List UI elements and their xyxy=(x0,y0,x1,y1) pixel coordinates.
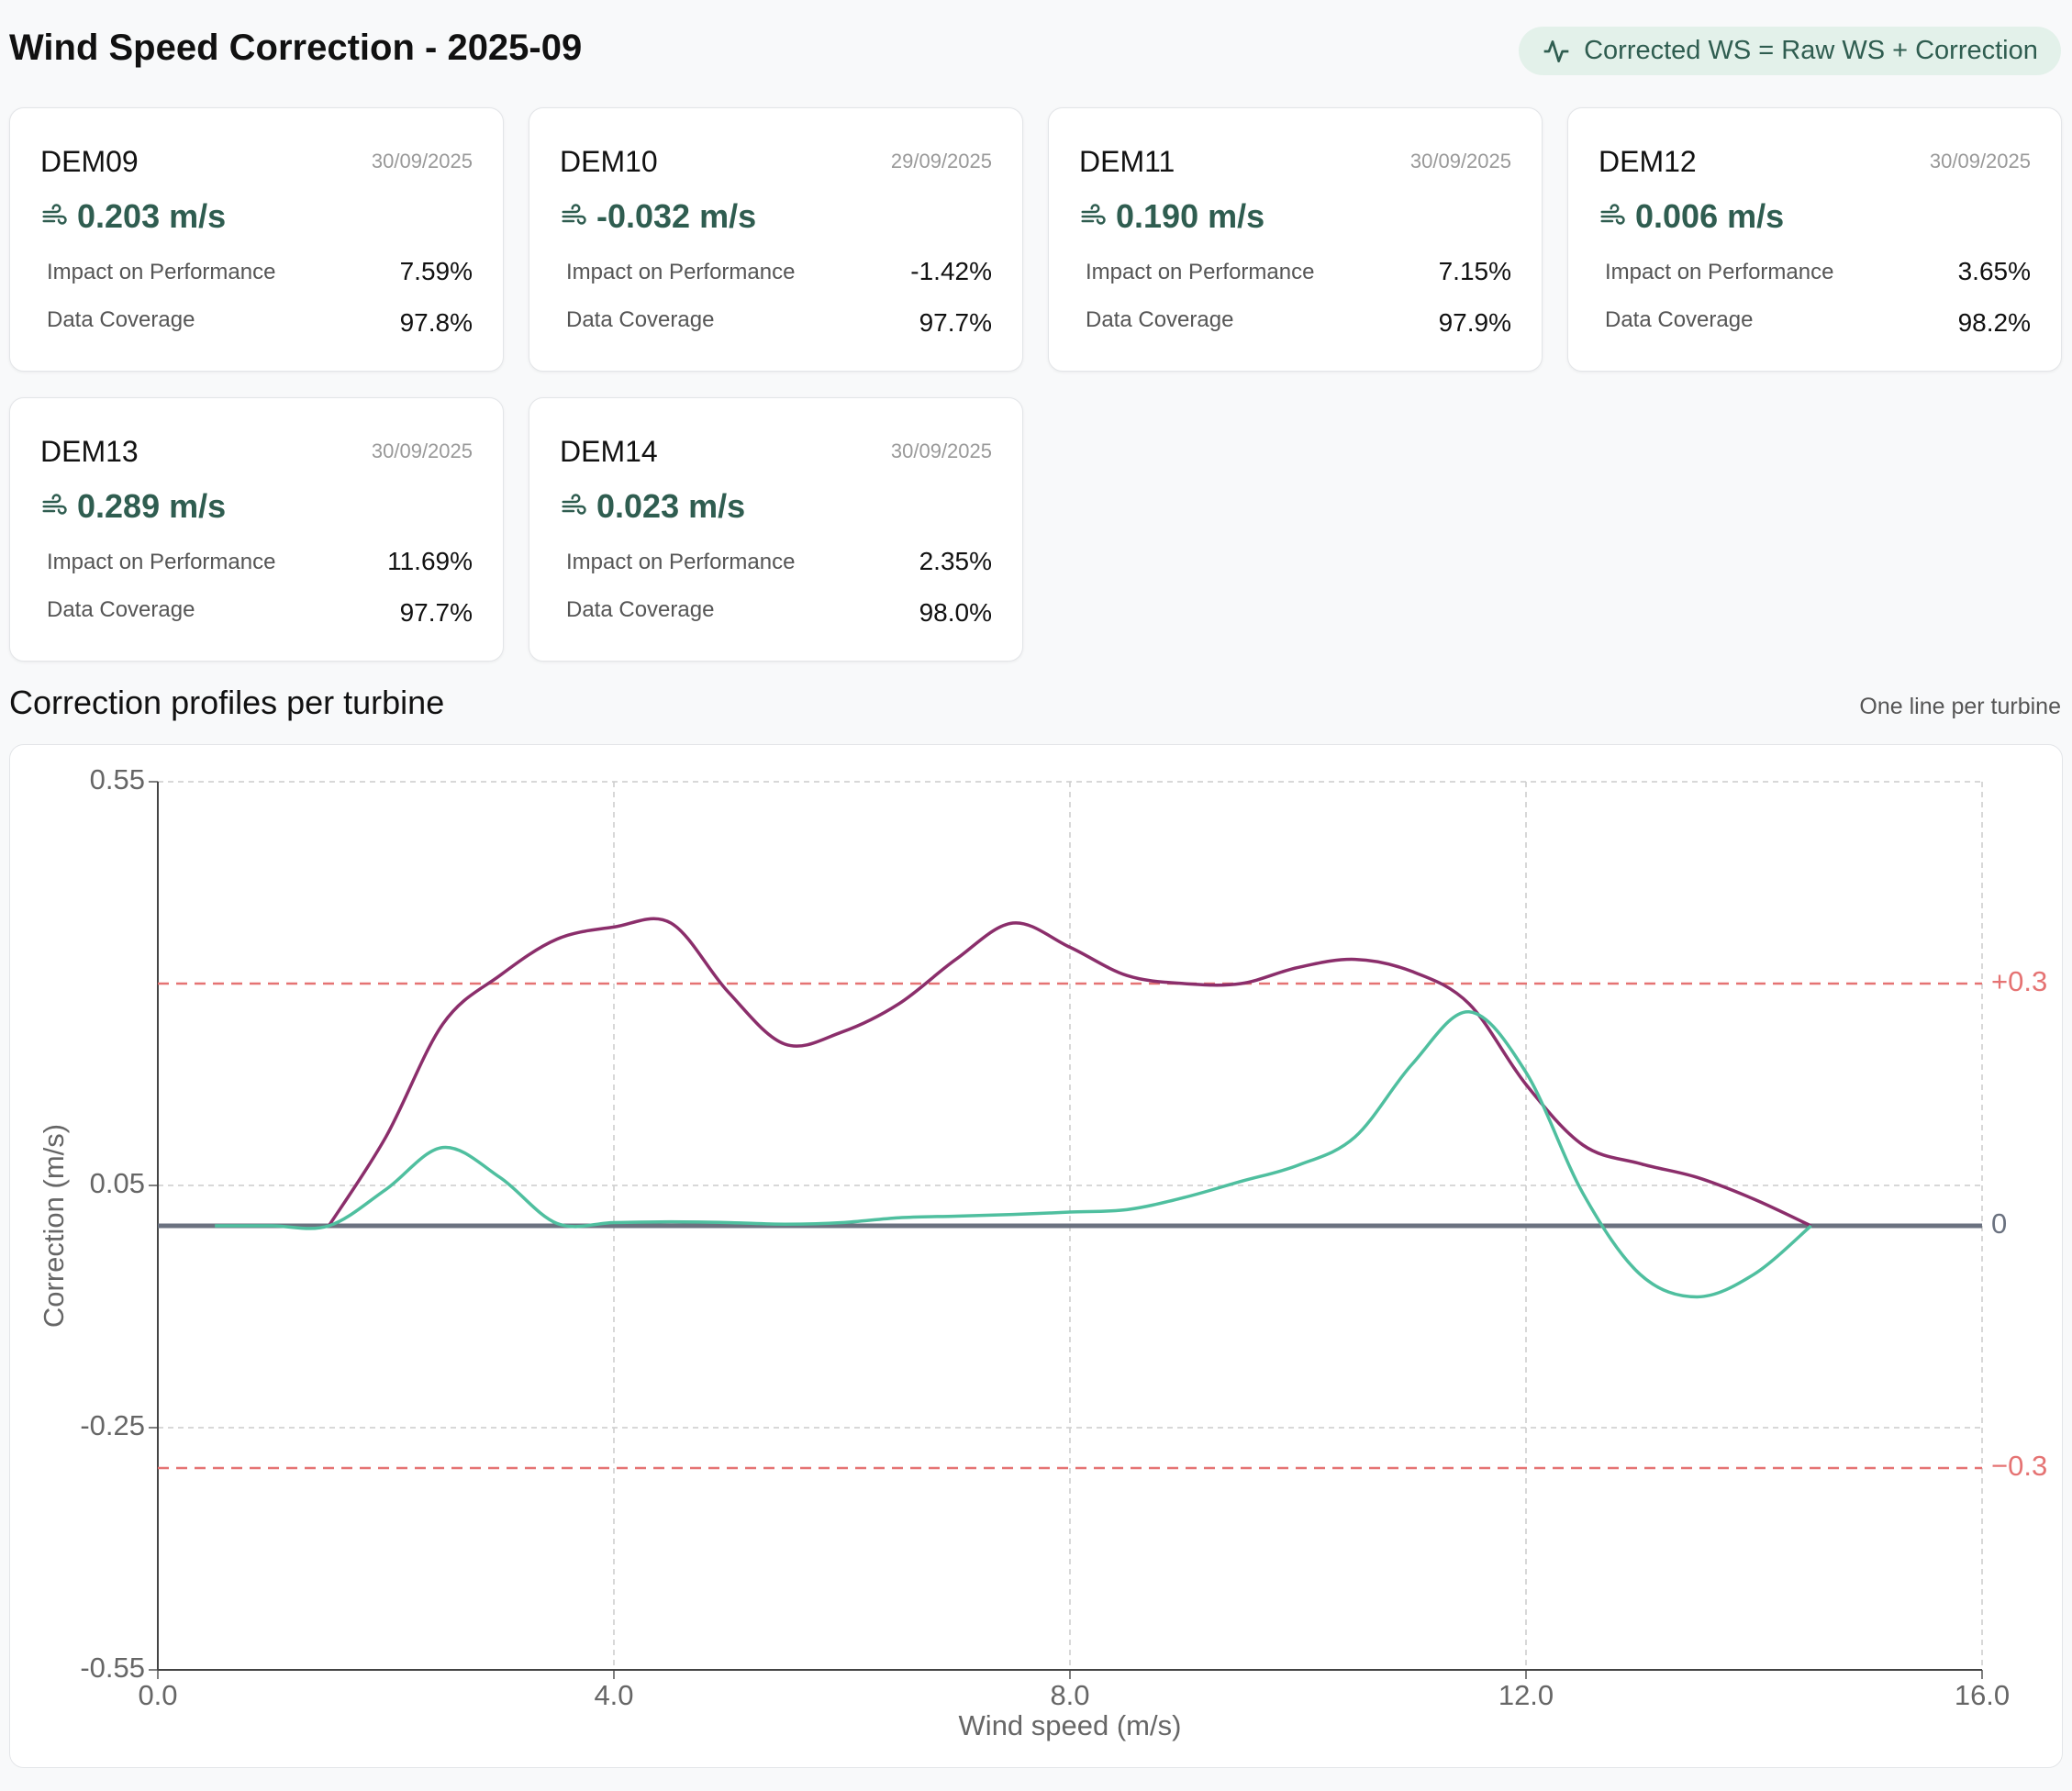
correction-value: 0.006 m/s xyxy=(1599,197,1784,236)
turbine-name: DEM12 xyxy=(1599,145,1697,178)
turbine-name: DEM10 xyxy=(560,145,658,178)
correction-text: 0.289 m/s xyxy=(77,487,227,525)
impact-value: -1.42% xyxy=(910,257,992,285)
x-tick-label: 16.0 xyxy=(1955,1679,2010,1711)
section-title: Correction profiles per turbine xyxy=(9,684,445,721)
correction-value: 0.190 m/s xyxy=(1079,197,1264,236)
wind-icon xyxy=(562,494,586,515)
section-note: One line per turbine xyxy=(1859,694,2061,719)
impact-value: 3.65% xyxy=(1957,257,2031,285)
impact-label: Impact on Performance xyxy=(566,260,796,284)
correction-text: 0.203 m/s xyxy=(77,197,227,235)
x-tick-label: 8.0 xyxy=(1050,1679,1089,1711)
y-tick-label: 0.05 xyxy=(90,1167,145,1199)
turbine-date: 30/09/2025 xyxy=(371,150,473,172)
coverage-value: 97.9% xyxy=(1438,308,1511,337)
correction-text: 0.190 m/s xyxy=(1116,197,1265,235)
coverage-label: Data Coverage xyxy=(1605,307,1754,332)
wind-icon xyxy=(1600,204,1625,225)
impact-value: 7.15% xyxy=(1438,257,1511,285)
coverage-value: 97.7% xyxy=(919,308,992,337)
coverage-value: 97.8% xyxy=(399,308,473,337)
x-tick-label: 12.0 xyxy=(1498,1679,1554,1711)
wind-icon xyxy=(42,204,67,225)
turbine-name: DEM11 xyxy=(1079,145,1175,178)
correction-value: 0.289 m/s xyxy=(40,487,226,526)
turbine-card: DEM12 30/09/2025 0.006 m/s Impact on Perfor… xyxy=(1567,107,2062,372)
correction-text: -0.032 m/s xyxy=(596,197,757,235)
coverage-label: Data Coverage xyxy=(47,597,195,622)
badge-text: Corrected WS = Raw WS + Correction xyxy=(1584,36,2038,65)
correction-text: 0.006 m/s xyxy=(1635,197,1785,235)
pulse-icon xyxy=(1543,39,1569,62)
correction-value: -0.032 m/s xyxy=(560,197,756,236)
wind-icon xyxy=(562,204,586,225)
x-axis-label: Wind speed (m/s) xyxy=(959,1709,1182,1741)
reference-label: +0.3 xyxy=(1991,965,2047,997)
impact-value: 2.35% xyxy=(919,547,992,575)
turbine-card: DEM14 30/09/2025 0.023 m/s Impact on Perfor… xyxy=(529,397,1023,662)
x-tick-label: 4.0 xyxy=(594,1679,633,1711)
wind-icon xyxy=(42,494,67,515)
y-tick-label: -0.55 xyxy=(80,1652,145,1684)
impact-label: Impact on Performance xyxy=(1086,260,1315,284)
correction-value: 0.203 m/s xyxy=(40,197,226,236)
correction-text: 0.023 m/s xyxy=(596,487,746,525)
turbine-date: 29/09/2025 xyxy=(890,150,992,172)
impact-label: Impact on Performance xyxy=(47,550,276,574)
coverage-label: Data Coverage xyxy=(1086,307,1234,332)
y-tick-label: 0.55 xyxy=(90,763,145,795)
turbine-card: DEM13 30/09/2025 0.289 m/s Impact on Perfor… xyxy=(9,397,504,662)
turbine-card: DEM09 30/09/2025 0.203 m/s Impact on Perfor… xyxy=(9,107,504,372)
reference-label: −0.3 xyxy=(1991,1450,2047,1482)
y-tick-label: -0.25 xyxy=(80,1409,145,1441)
coverage-value: 98.2% xyxy=(1957,308,2031,337)
chart-card: -0.55 -0.25 0.05 0.55 0.0 4.0 8.0 12.0 16.0 Wind … xyxy=(9,744,2063,1768)
page-title: Wind Speed Correction - 2025-09 xyxy=(9,28,583,68)
series-line xyxy=(327,917,1812,1228)
coverage-value: 97.7% xyxy=(399,598,473,627)
turbine-date: 30/09/2025 xyxy=(890,439,992,462)
turbine-date: 30/09/2025 xyxy=(371,439,473,462)
y-axis-label: Correction (m/s) xyxy=(38,1124,70,1328)
turbine-name: DEM13 xyxy=(40,435,139,468)
turbine-card: DEM11 30/09/2025 0.190 m/s Impact on Perfor… xyxy=(1048,107,1543,372)
impact-label: Impact on Performance xyxy=(1605,260,1834,284)
reference-label: 0 xyxy=(1991,1207,2007,1240)
impact-label: Impact on Performance xyxy=(47,260,276,284)
turbine-name: DEM14 xyxy=(560,435,658,468)
turbine-card: DEM10 29/09/2025 -0.032 m/s Impact on Perfo… xyxy=(529,107,1023,372)
turbine-date: 30/09/2025 xyxy=(1929,150,2031,172)
coverage-label: Data Coverage xyxy=(566,307,715,332)
impact-value: 11.69% xyxy=(387,547,473,575)
turbine-date: 30/09/2025 xyxy=(1409,150,1511,172)
wind-icon xyxy=(1081,204,1106,225)
x-tick-label: 0.0 xyxy=(138,1679,177,1711)
coverage-label: Data Coverage xyxy=(47,307,195,332)
coverage-label: Data Coverage xyxy=(566,597,715,622)
chart: -0.55 -0.25 0.05 0.55 0.0 4.0 8.0 12.0 16.0 Wind … xyxy=(38,763,2047,1741)
series-line xyxy=(215,1010,1812,1299)
coverage-value: 98.0% xyxy=(919,598,992,627)
impact-value: 7.59% xyxy=(399,257,473,285)
turbine-name: DEM09 xyxy=(40,145,139,178)
formula-badge: Corrected WS = Raw WS + Correction xyxy=(1519,27,2061,75)
impact-label: Impact on Performance xyxy=(566,550,796,574)
correction-value: 0.023 m/s xyxy=(560,487,745,526)
